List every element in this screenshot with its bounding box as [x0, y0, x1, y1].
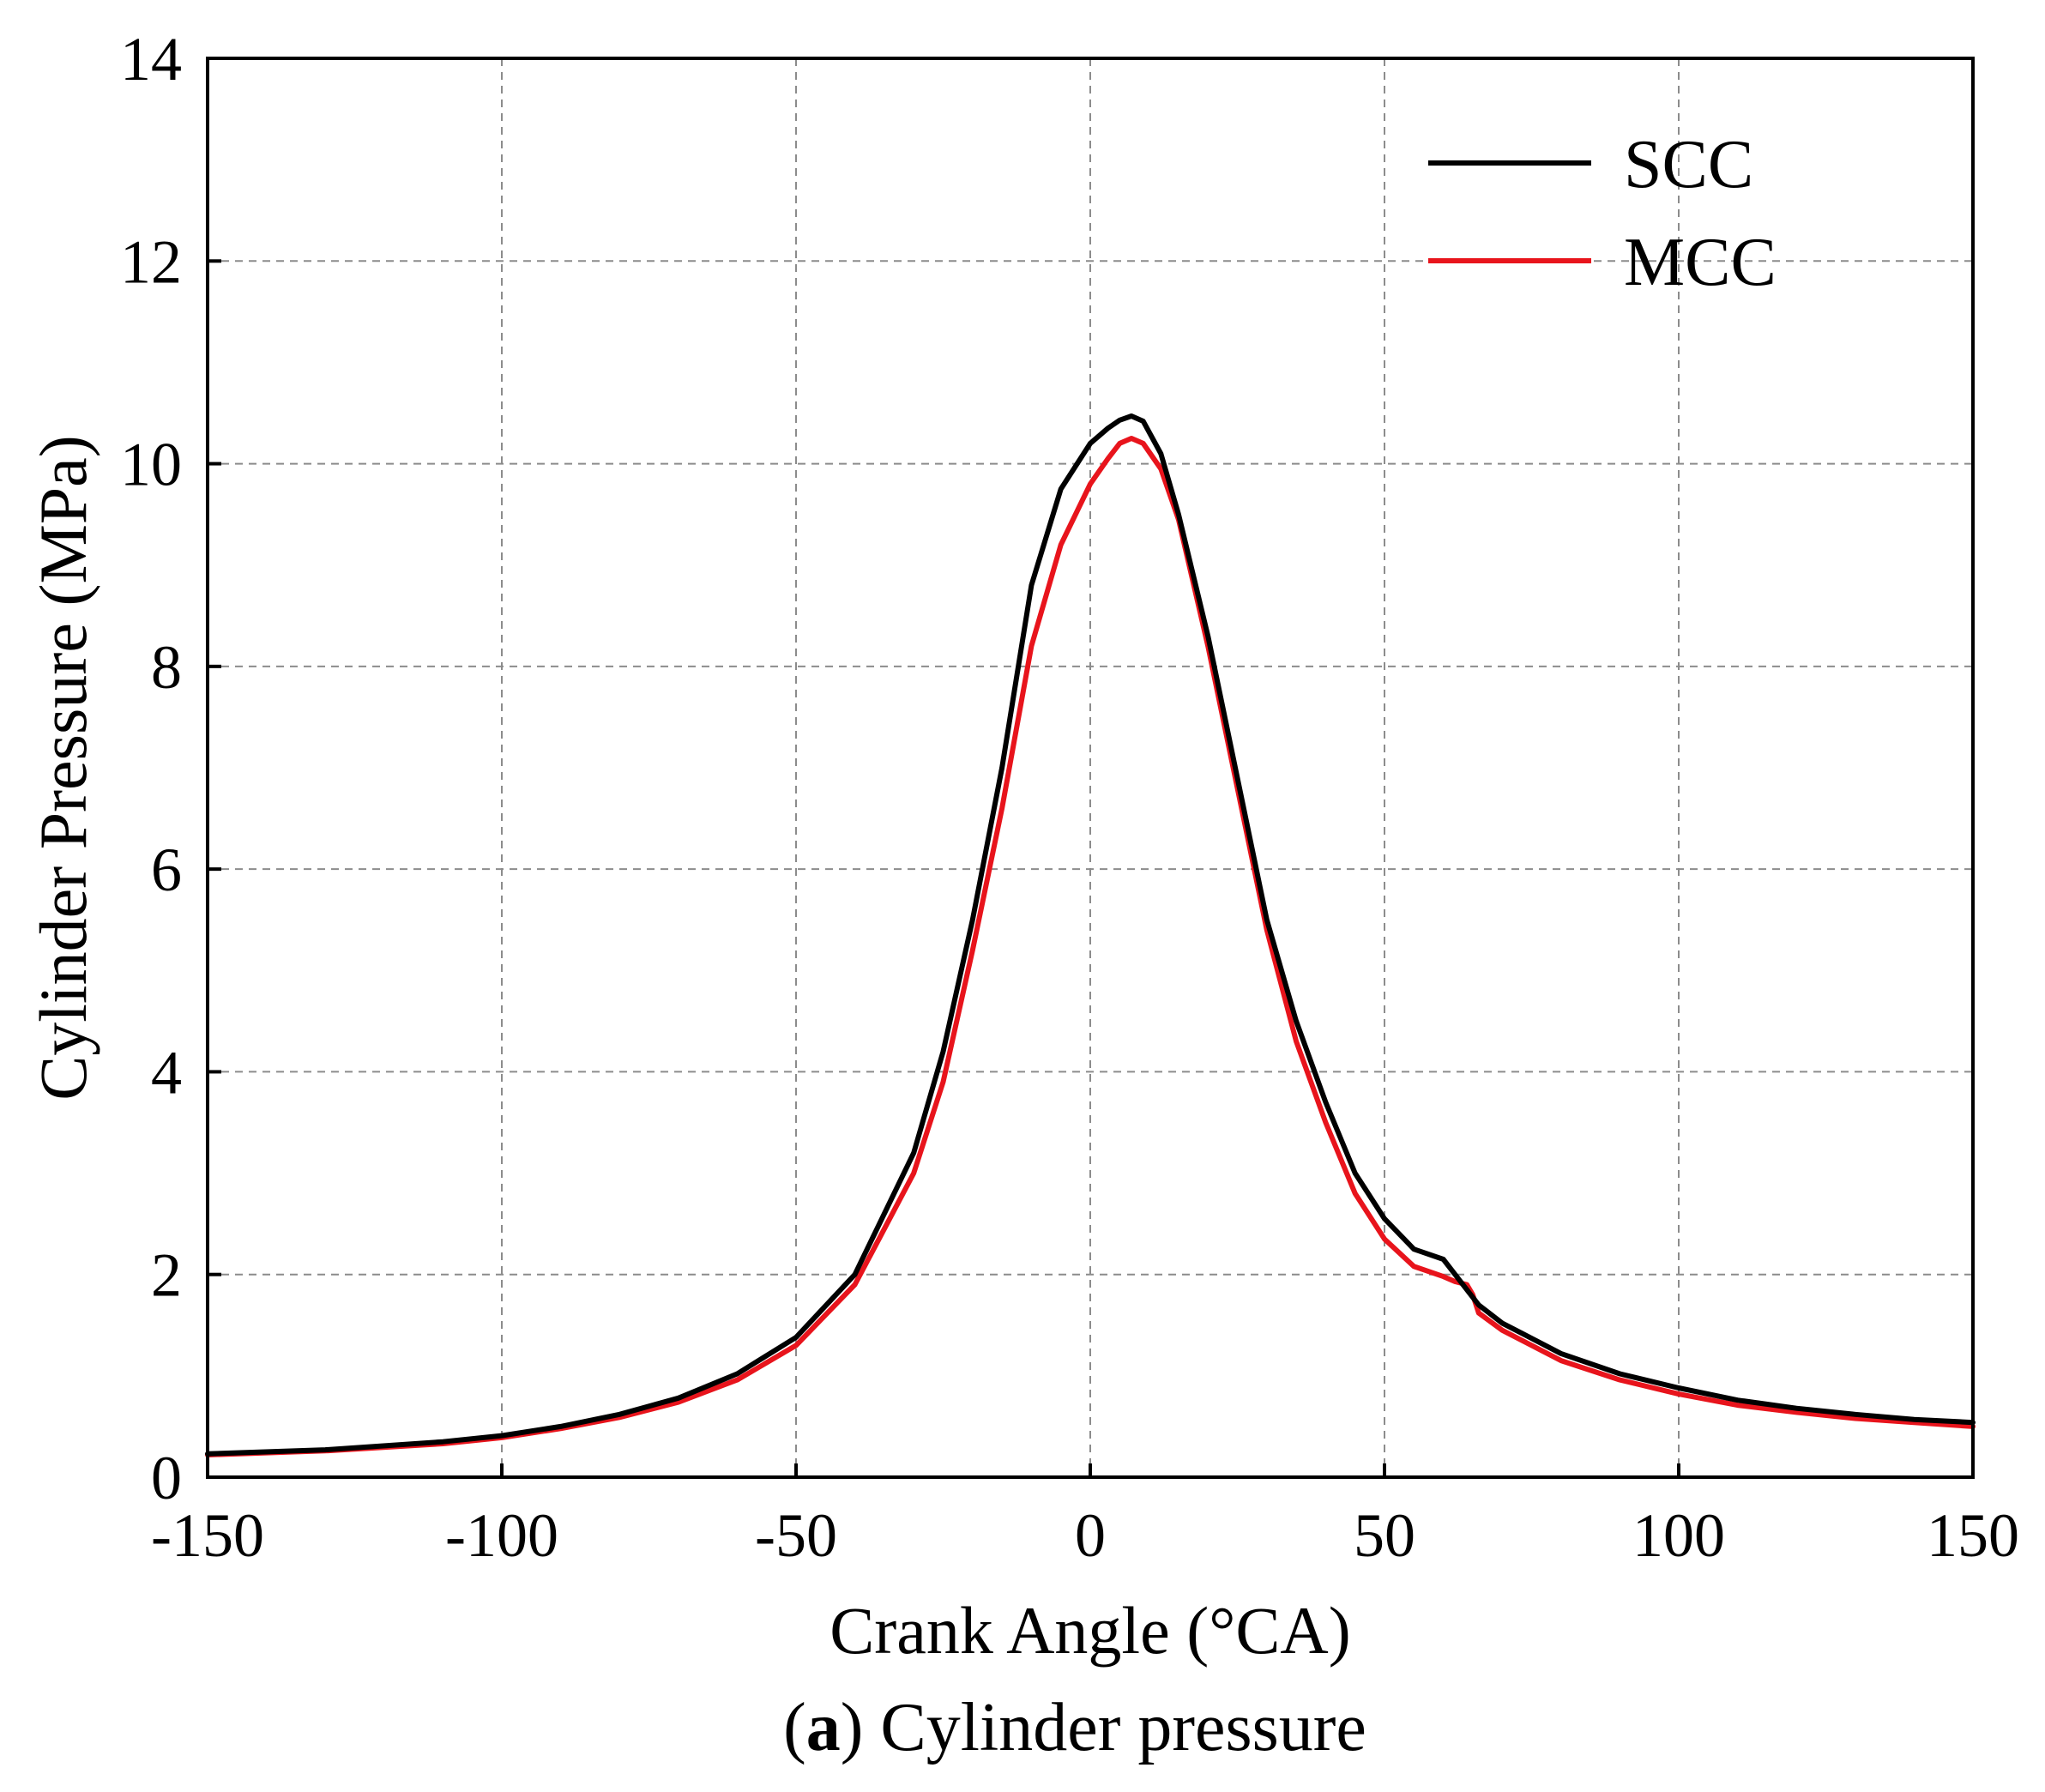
x-tick-label: 150 — [1927, 1501, 2019, 1570]
x-tick-labels: -150 -100 -50 0 50 100 150 — [151, 1501, 2019, 1570]
y-tick-label: 8 — [151, 633, 182, 702]
x-tick-label: -100 — [445, 1501, 558, 1570]
y-tick-label: 4 — [151, 1038, 182, 1107]
x-tick-label: 100 — [1632, 1501, 1725, 1570]
legend-label-mcc: MCC — [1624, 225, 1777, 300]
x-tick-label: 50 — [1354, 1501, 1415, 1570]
x-axis-title: Crank Angle (°CA) — [829, 1593, 1350, 1668]
y-tick-label: 14 — [120, 25, 182, 94]
y-axis-title: Cylinder Pressure (MPa) — [26, 435, 100, 1101]
series-line-mcc — [205, 436, 1976, 1457]
x-tick-label: -50 — [755, 1501, 837, 1570]
y-tick-label: 0 — [151, 1444, 182, 1512]
caption-text: Cylinder pressure — [880, 1690, 1366, 1765]
axis-ticks — [206, 57, 1975, 1479]
x-tick-label: 0 — [1075, 1501, 1106, 1570]
caption-label: a — [806, 1690, 841, 1765]
y-tick-label: 2 — [151, 1241, 182, 1310]
series-line-scc — [205, 413, 1976, 1457]
x-tick-label: -150 — [151, 1501, 264, 1570]
y-tick-label: 12 — [120, 227, 182, 296]
figure-caption: (a) Cylinder pressure — [783, 1690, 1366, 1765]
series-lines — [205, 413, 1976, 1457]
y-tick-labels: 0 2 4 6 8 10 12 14 — [120, 25, 182, 1512]
y-tick-label: 6 — [151, 836, 182, 904]
legend-label-scc: SCC — [1624, 127, 1753, 202]
legend: SCC MCC — [1428, 127, 1777, 300]
y-tick-label: 10 — [120, 431, 182, 499]
